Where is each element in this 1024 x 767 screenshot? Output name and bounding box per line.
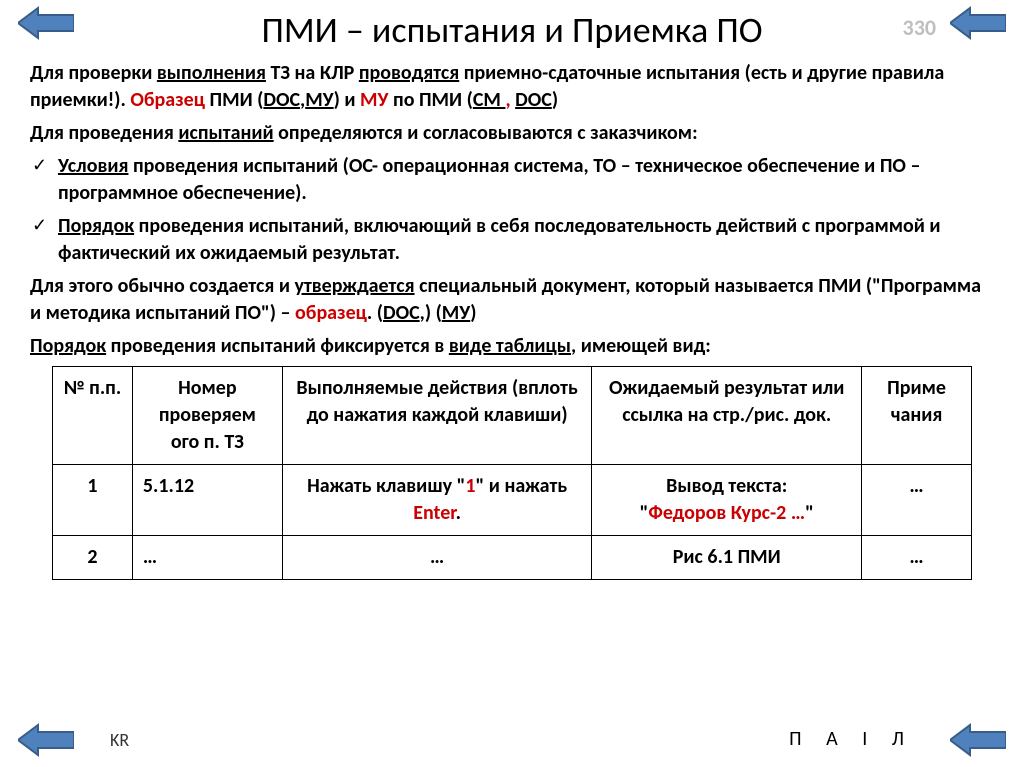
link-mu2[interactable]: МУ [442, 301, 470, 325]
link-doc[interactable]: DOC [263, 88, 300, 112]
cell-notes: … [862, 536, 972, 580]
text-underline: виде таблицы [449, 334, 571, 358]
table-header-row: № п.п. Номер проверяем ого п. ТЗ Выполня… [53, 367, 972, 465]
th-tz: Номер проверяем ого п. ТЗ [132, 367, 282, 465]
cell-actions: Нажать клавишу "1" и нажать Enter. [282, 465, 592, 536]
text: . ( [367, 301, 383, 325]
text-red: образец [295, 301, 367, 325]
footer-kr: KR [110, 729, 129, 751]
text: проведения испытаний, включающий в себя … [58, 214, 941, 265]
text: " [805, 501, 814, 525]
slide-title: ПМИ – испытания и Приемка ПО [30, 8, 994, 52]
text: Для проведения [30, 121, 178, 145]
text: ПМИ ( [205, 88, 263, 112]
bullet-item-1: Условия проведения испытаний (ОС- операц… [30, 153, 994, 207]
text: Для этого обычно создается и [30, 274, 295, 298]
test-table: № п.п. Номер проверяем ого п. ТЗ Выполня… [52, 366, 972, 580]
text-red: Enter [413, 501, 455, 525]
content-area: Для проверки выполнения ТЗ на КЛР провод… [30, 60, 994, 580]
paragraph-3: Для этого обычно создается и утверждаетс… [30, 273, 994, 327]
text: по ПМИ ( [388, 88, 472, 112]
th-actions: Выполняемые действия (вплоть до нажатия … [282, 367, 592, 465]
text-red: Образец [130, 88, 205, 112]
text: " и нажать [476, 474, 568, 498]
text: ,) ( [420, 301, 442, 325]
text: ТЗ на КЛР [266, 61, 359, 85]
bullet-item-2: Порядок проведения испытаний, включающий… [30, 213, 994, 267]
nav-arrow-bottom-right[interactable] [950, 723, 1006, 757]
page-number: 330 [903, 14, 936, 41]
cell-actions: … [282, 536, 592, 580]
cell-num: 1 [53, 465, 133, 536]
slide: 330 ПМИ – испытания и Приемка ПО Для про… [0, 0, 1024, 767]
text-underline: Порядок [58, 214, 134, 238]
text-red: , [505, 88, 515, 112]
th-num: № п.п. [53, 367, 133, 465]
text: ) [552, 88, 558, 112]
text: . [456, 501, 461, 525]
text: проведения испытаний (ОС- операционная с… [58, 154, 920, 205]
nav-arrow-top-left[interactable] [18, 6, 74, 40]
table-row: 2 … … Рис 6.1 ПМИ … [53, 536, 972, 580]
text-underline: выполнения [157, 61, 266, 85]
cell-tz: 5.1.12 [132, 465, 282, 536]
paragraph-1: Для проверки выполнения ТЗ на КЛР провод… [30, 60, 994, 114]
text: ) [470, 301, 476, 325]
cell-notes: … [862, 465, 972, 536]
nav-arrow-bottom-left[interactable] [18, 723, 74, 757]
cell-tz: … [132, 536, 282, 580]
cell-result: Рис 6.1 ПМИ [592, 536, 862, 580]
text: проведения испытаний фиксируется в [106, 334, 449, 358]
cell-result: Вывод текста: "Федоров Курс-2 …" [592, 465, 862, 536]
text: определяются и согласовываются с заказчи… [274, 121, 698, 145]
text: Вывод текста: [666, 474, 787, 498]
cell-num: 2 [53, 536, 133, 580]
text-underline: утверждается [295, 274, 415, 298]
bullet-list: Условия проведения испытаний (ОС- операц… [30, 153, 994, 267]
text-underline: Условия [58, 154, 128, 178]
text: , имеющей вид: [571, 334, 711, 358]
link-mu[interactable]: МУ [305, 88, 333, 112]
paragraph-4: Порядок проведения испытаний фиксируется… [30, 333, 994, 360]
text: Для проверки [30, 61, 157, 85]
th-result: Ожидаемый результат или ссылка на стр./р… [592, 367, 862, 465]
link-doc2[interactable]: DOC [515, 88, 552, 112]
footer-pail: П А І Л [789, 727, 914, 751]
paragraph-2: Для проведения испытаний определяются и … [30, 120, 994, 147]
text-red: Федоров Курс-2 … [648, 501, 805, 525]
text: Нажать клавишу " [307, 474, 465, 498]
text-underline: испытаний [178, 121, 273, 145]
text: ) и [334, 88, 360, 112]
text-underline: проводятся [359, 61, 459, 85]
text-red: 1 [465, 474, 475, 498]
th-notes: Приме чания [862, 367, 972, 465]
table-row: 1 5.1.12 Нажать клавишу "1" и нажать Ent… [53, 465, 972, 536]
link-doc3[interactable]: DOC [383, 301, 420, 325]
nav-arrow-top-right[interactable] [950, 6, 1006, 40]
text-red: МУ [360, 88, 388, 112]
link-sm[interactable]: СМ [473, 88, 506, 112]
text-underline: Порядок [30, 334, 106, 358]
